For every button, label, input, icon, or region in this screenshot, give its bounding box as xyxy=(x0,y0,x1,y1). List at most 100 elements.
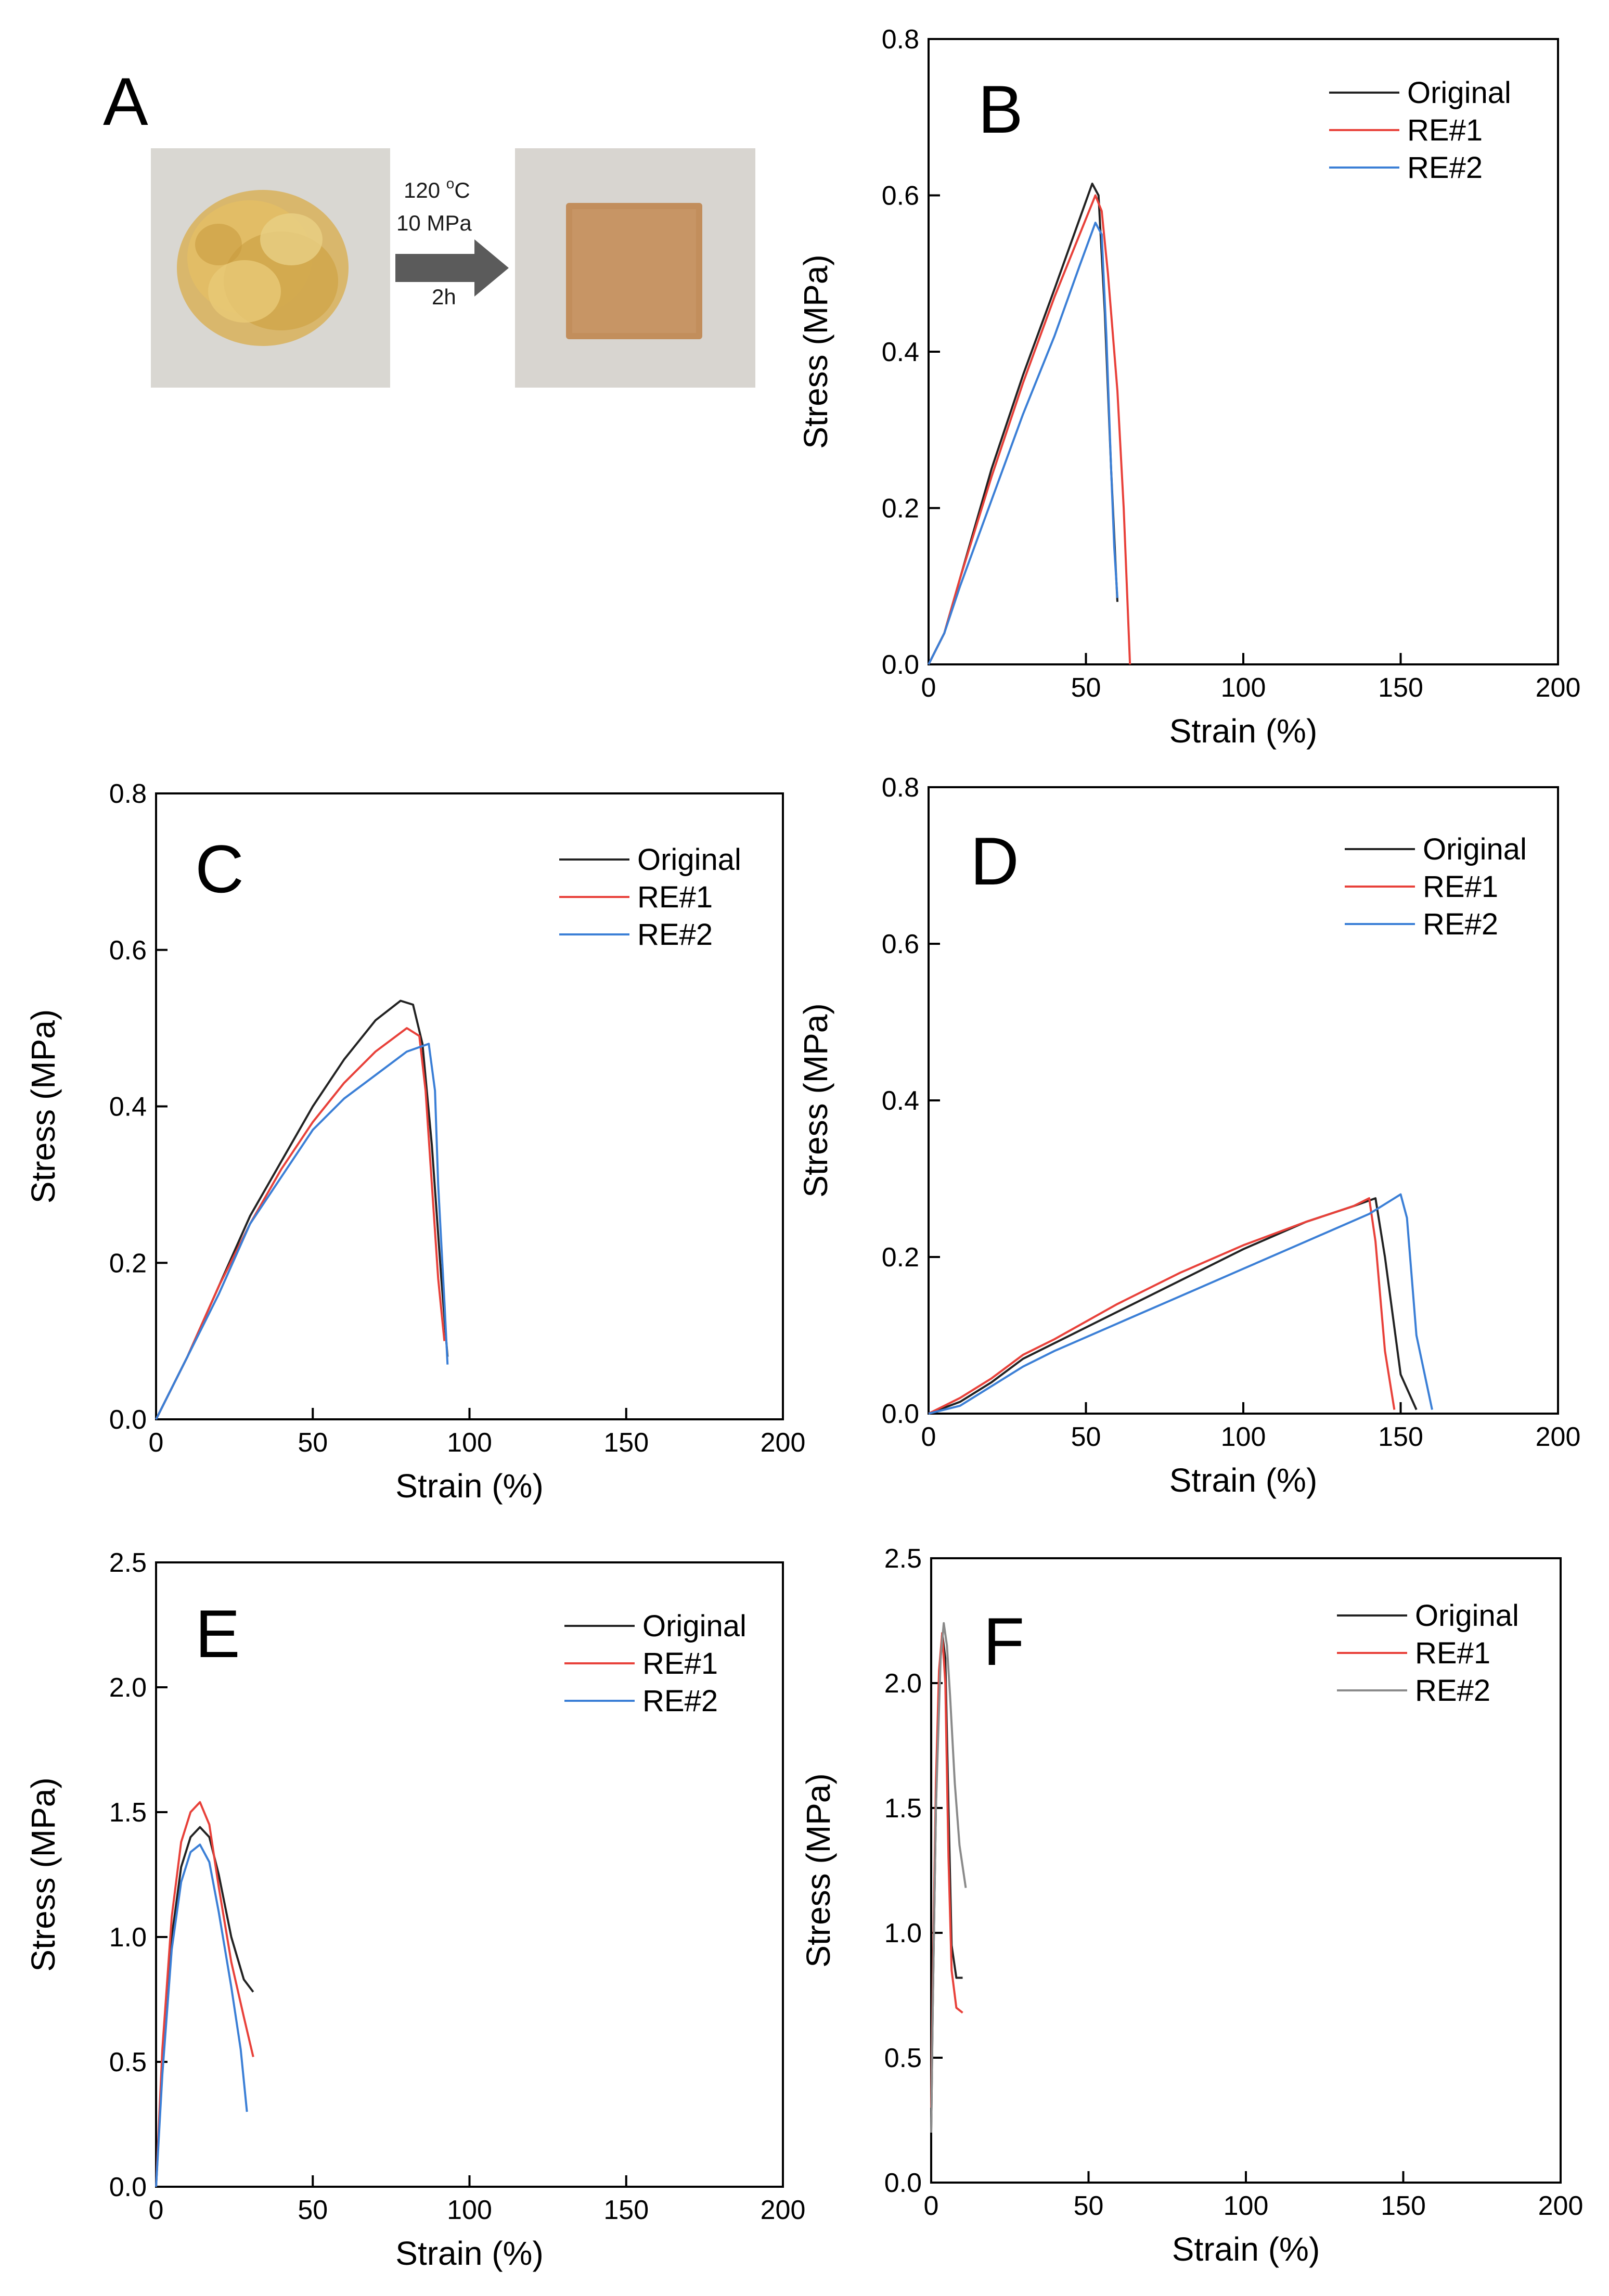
y-tick-label-d: 0.0 xyxy=(882,1399,919,1429)
x-tick-label-f: 150 xyxy=(1381,2191,1426,2221)
legend-label-c-re-1: RE#1 xyxy=(637,880,713,914)
series-line-c-re-2 xyxy=(155,1043,449,1420)
series-line-d-re-1 xyxy=(928,1197,1396,1415)
x-tick-label-c: 100 xyxy=(447,1428,492,1458)
y-axis-label-b: Stress (MPa) xyxy=(797,254,834,448)
panel-letter-b: B xyxy=(978,71,1023,147)
x-axis-label-c: Strain (%) xyxy=(395,1467,544,1505)
x-tick-label-d: 50 xyxy=(1071,1422,1101,1452)
x-axis-label-f: Strain (%) xyxy=(1172,2230,1320,2268)
process-arrow xyxy=(395,239,509,297)
photo-granules xyxy=(151,148,390,388)
legend-label-d-re-2: RE#2 xyxy=(1423,907,1498,941)
chart-panel-d: 0 50 100 150 200 0.0 0.2 0.4 0.6 0.8 Strain (%) Str… xyxy=(797,773,1580,1499)
chart-panel-e: 0 50 100 150 200 0.0 0.5 1.0 1.5 2.0 2.5 Strain (%)… xyxy=(24,1548,805,2272)
y-tick-label-e: 1.5 xyxy=(109,1798,147,1828)
legend-label-e-original: Original xyxy=(642,1609,746,1643)
chart-panel-f: 0 50 100 150 200 0.0 0.5 1.0 1.5 2.0 2.5 Strain (%)… xyxy=(800,1544,1583,2268)
y-tick-label-b: 0.0 xyxy=(882,650,919,680)
x-tick-label-c: 200 xyxy=(761,1428,806,1458)
x-tick-label-c: 50 xyxy=(298,1428,328,1458)
y-tick-label-c: 0.0 xyxy=(109,1405,147,1435)
x-tick-label-d: 150 xyxy=(1378,1422,1423,1452)
x-tick-label-d: 100 xyxy=(1221,1422,1266,1452)
y-tick-label-c: 0.4 xyxy=(109,1092,147,1122)
y-tick-label-e: 2.5 xyxy=(109,1548,147,1578)
panel-letter-d: D xyxy=(970,823,1019,899)
x-tick-label-c: 0 xyxy=(149,1428,164,1458)
y-axis-label-e: Stress (MPa) xyxy=(24,1777,62,1971)
charts-layer: 0 50 100 150 200 0.0 0.2 0.4 0.6 0.8 Strain (%) Str… xyxy=(24,24,1583,2272)
legend-label-c-re-2: RE#2 xyxy=(637,918,713,952)
y-axis-label-f: Stress (MPa) xyxy=(800,1773,837,1967)
series-line-f-re-2 xyxy=(930,1622,967,2133)
legend-label-e-re-2: RE#2 xyxy=(642,1684,718,1718)
x-tick-label-e: 150 xyxy=(603,2195,649,2225)
y-tick-label-b: 0.6 xyxy=(882,181,919,211)
y-tick-label-e: 2.0 xyxy=(109,1673,147,1703)
x-tick-label-d: 200 xyxy=(1536,1422,1581,1452)
y-tick-label-d: 0.6 xyxy=(882,929,919,959)
legend-label-b-original: Original xyxy=(1407,76,1511,110)
series-line-c-original xyxy=(155,999,449,1420)
process-time: 2h xyxy=(432,285,456,309)
y-tick-label-e: 1.0 xyxy=(109,1922,147,1953)
panel-letter-f: F xyxy=(983,1604,1024,1679)
x-tick-label-f: 50 xyxy=(1074,2191,1104,2221)
y-tick-label-f: 0.0 xyxy=(884,2168,922,2198)
x-tick-label-e: 200 xyxy=(761,2195,806,2225)
y-axis-label-c: Stress (MPa) xyxy=(24,1009,62,1203)
granule-pile xyxy=(177,190,349,346)
panel-a: A 120 oC 10 MPa 2h xyxy=(103,63,755,388)
x-tick-label-e: 0 xyxy=(149,2195,164,2225)
x-tick-label-b: 150 xyxy=(1378,673,1423,703)
y-tick-label-f: 1.0 xyxy=(884,1918,922,1948)
x-tick-label-b: 200 xyxy=(1536,673,1581,703)
x-tick-label-f: 100 xyxy=(1224,2191,1269,2221)
x-axis-label-e: Strain (%) xyxy=(395,2235,544,2272)
y-tick-label-d: 0.4 xyxy=(882,1086,919,1116)
series-line-e-re-2 xyxy=(155,1843,248,2187)
y-tick-label-e: 0.5 xyxy=(109,2047,147,2077)
y-tick-label-d: 0.8 xyxy=(882,773,919,803)
x-tick-label-b: 100 xyxy=(1221,673,1266,703)
series-line-d-original xyxy=(928,1197,1418,1415)
y-tick-label-c: 0.6 xyxy=(109,935,147,966)
chart-panel-b: 0 50 100 150 200 0.0 0.2 0.4 0.6 0.8 Strain (%) Str… xyxy=(797,24,1580,750)
chart-panel-c: 0 50 100 150 200 0.0 0.2 0.4 0.6 0.8 Strain (%) Str… xyxy=(24,779,805,1505)
series-line-b-re-1 xyxy=(928,194,1131,665)
x-tick-label-d: 0 xyxy=(921,1422,936,1452)
y-tick-label-f: 0.5 xyxy=(884,2043,922,2073)
y-axis-label-d: Stress (MPa) xyxy=(797,1003,834,1197)
x-tick-label-c: 150 xyxy=(603,1428,649,1458)
process-pressure: 10 MPa xyxy=(396,211,472,235)
panel-letter-c: C xyxy=(195,831,244,907)
panel-letter-e: E xyxy=(195,1596,240,1672)
photo-pressed-sheet xyxy=(515,148,755,388)
x-tick-label-e: 100 xyxy=(447,2195,492,2225)
legend-label-d-re-1: RE#1 xyxy=(1423,870,1498,904)
x-tick-label-f: 0 xyxy=(924,2191,939,2221)
x-tick-label-e: 50 xyxy=(298,2195,328,2225)
series-line-e-original xyxy=(155,1826,254,2187)
legend-label-e-re-1: RE#1 xyxy=(642,1647,718,1681)
x-tick-label-f: 200 xyxy=(1538,2191,1584,2221)
series-line-c-re-1 xyxy=(155,1027,446,1420)
y-tick-label-b: 0.2 xyxy=(882,494,919,524)
series-line-e-re-1 xyxy=(155,1801,254,2187)
legend-label-b-re-1: RE#1 xyxy=(1407,113,1483,147)
y-tick-label-b: 0.4 xyxy=(882,337,919,367)
x-tick-label-b: 50 xyxy=(1071,673,1101,703)
legend-label-f-re-2: RE#2 xyxy=(1415,1674,1490,1708)
y-tick-label-e: 0.0 xyxy=(109,2172,147,2202)
legend-label-c-original: Original xyxy=(637,843,741,877)
y-tick-label-b: 0.8 xyxy=(882,24,919,55)
legend-label-f-re-1: RE#1 xyxy=(1415,1636,1490,1670)
y-tick-label-c: 0.8 xyxy=(109,779,147,809)
legend-label-d-original: Original xyxy=(1423,832,1527,866)
legend-label-b-re-2: RE#2 xyxy=(1407,151,1483,185)
process-temperature: 120 oC xyxy=(404,175,470,202)
series-line-d-re-2 xyxy=(928,1193,1433,1415)
